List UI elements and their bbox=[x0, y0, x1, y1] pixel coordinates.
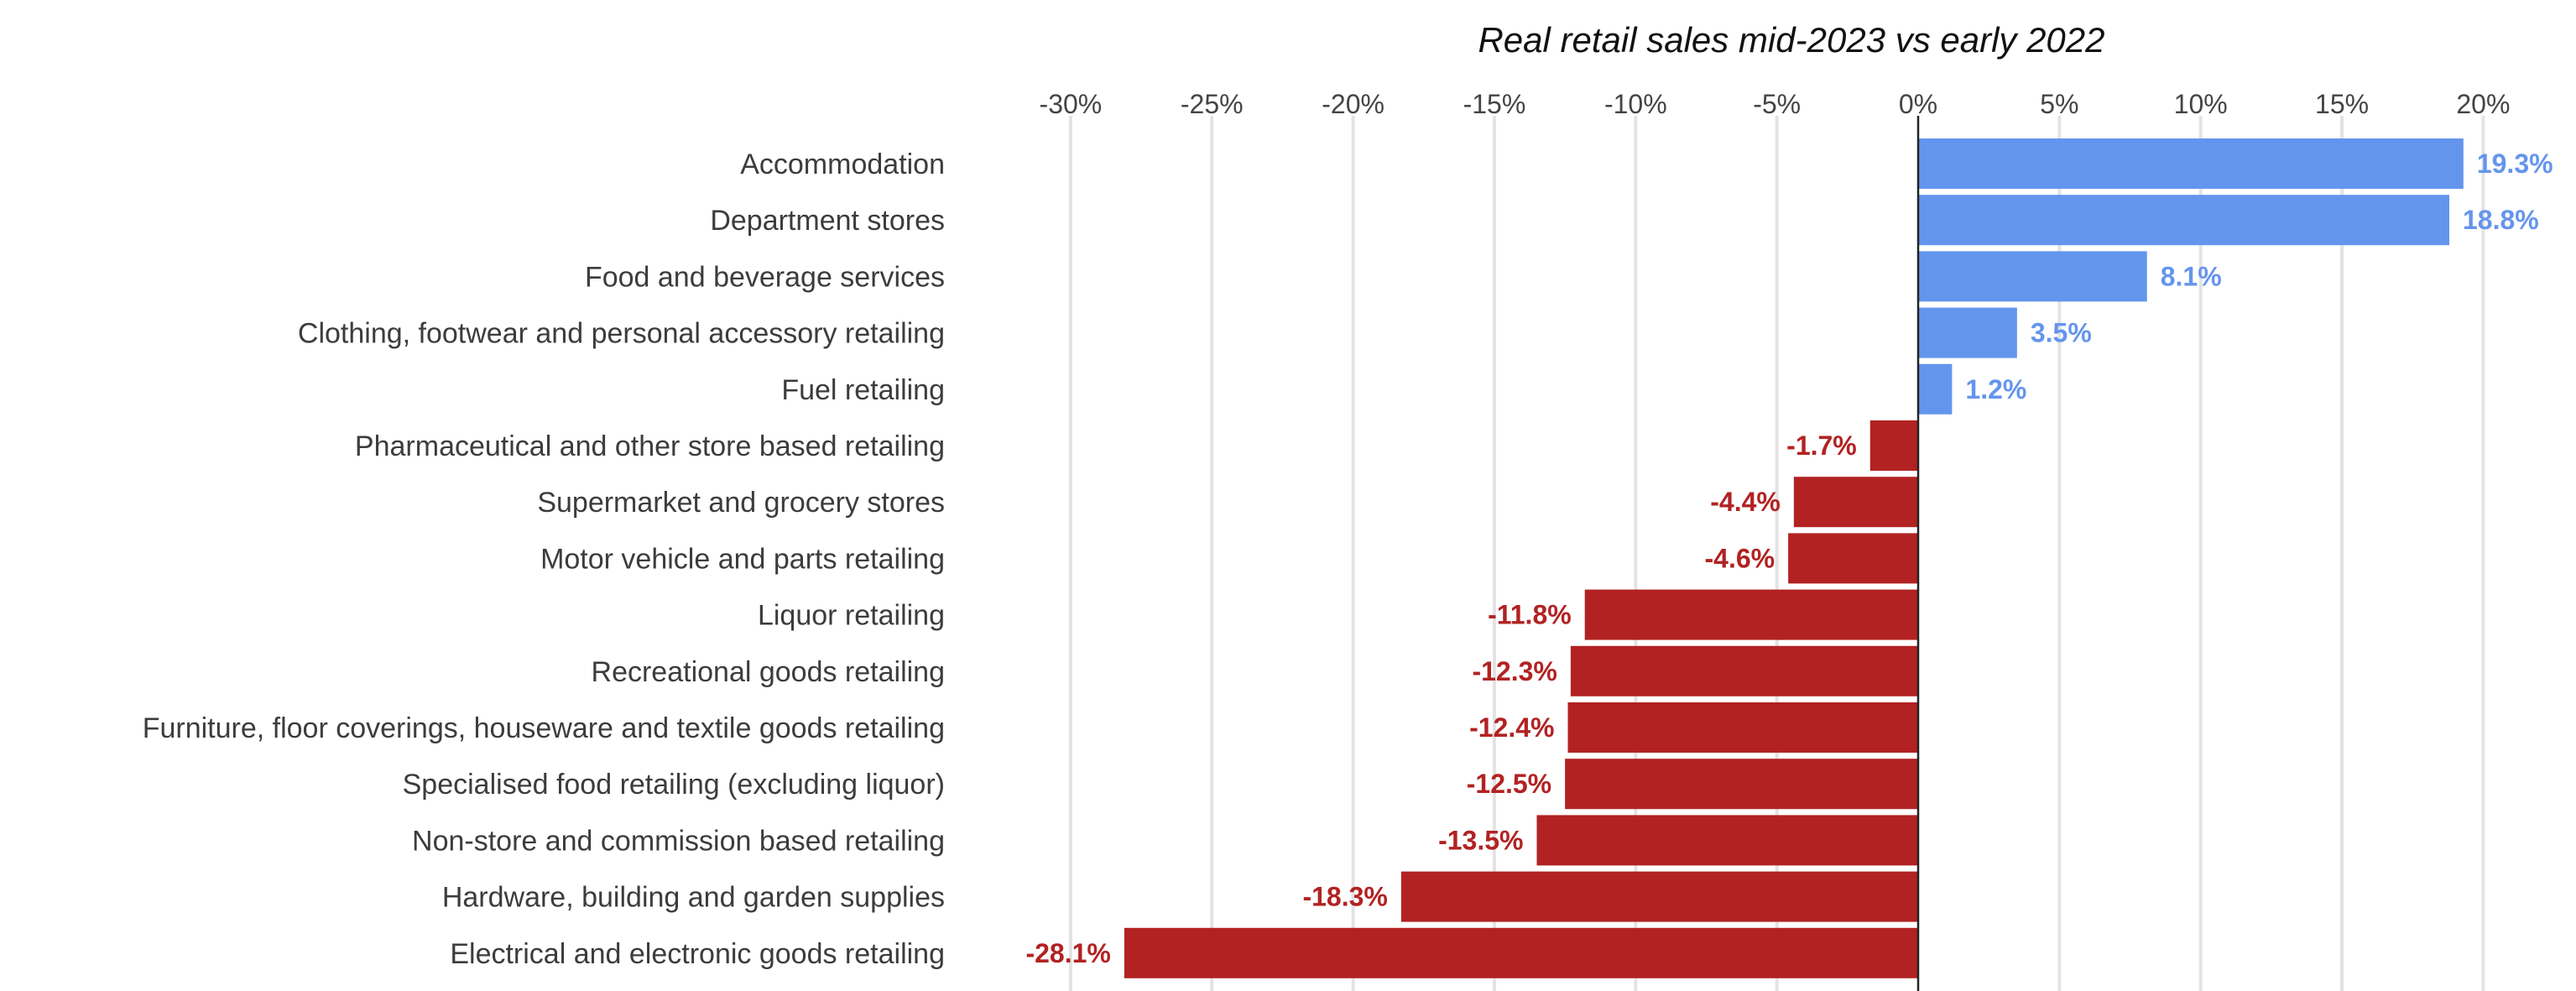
data-label: -12.3% bbox=[1472, 656, 1557, 686]
bar bbox=[1570, 645, 1918, 696]
data-label: -4.6% bbox=[1705, 543, 1776, 573]
y-category-label: Specialised food retailing (excluding li… bbox=[403, 769, 945, 801]
data-label: 8.1% bbox=[2161, 261, 2222, 291]
bar bbox=[1400, 871, 1918, 922]
bar bbox=[1788, 533, 1918, 584]
y-category-label: Motor vehicle and parts retailing bbox=[540, 543, 945, 575]
data-label: -18.3% bbox=[1302, 882, 1387, 912]
x-tick-label: 10% bbox=[2174, 89, 2228, 119]
chart-title: Real retail sales mid-2023 vs early 2022 bbox=[1478, 20, 2104, 60]
bar bbox=[1567, 702, 1918, 753]
y-category-label: Fuel retailing bbox=[781, 374, 945, 406]
y-category-label: Accommodation bbox=[740, 149, 945, 180]
y-category-label: Furniture, floor coverings, houseware an… bbox=[143, 712, 945, 744]
data-label: 3.5% bbox=[2031, 318, 2092, 348]
y-category-label: Food and beverage services bbox=[585, 261, 945, 293]
y-category-label: Clothing, footwear and personal accessor… bbox=[298, 318, 945, 350]
data-label: -1.7% bbox=[1786, 430, 1857, 461]
bar bbox=[1918, 195, 2449, 246]
bar bbox=[1536, 815, 1918, 866]
x-tick-label: 15% bbox=[2315, 89, 2369, 119]
data-label: 18.8% bbox=[2463, 205, 2539, 235]
bar bbox=[1918, 307, 2017, 358]
data-label: -11.8% bbox=[1488, 600, 1572, 630]
y-category-label: Department stores bbox=[710, 205, 945, 237]
bars bbox=[1124, 138, 2464, 978]
bar bbox=[1918, 251, 2147, 302]
x-tick-label: 5% bbox=[2040, 89, 2078, 119]
y-category-label: Liquor retailing bbox=[758, 600, 945, 632]
bar bbox=[1584, 589, 1918, 640]
x-tick-label: -10% bbox=[1604, 89, 1667, 119]
data-label: -12.5% bbox=[1467, 769, 1551, 799]
y-category-label: Supermarket and grocery stores bbox=[537, 487, 945, 519]
y-category-label: Electrical and electronic goods retailin… bbox=[450, 938, 945, 970]
y-category-label: Pharmaceutical and other store based ret… bbox=[355, 430, 945, 462]
x-tick-label: 0% bbox=[1899, 89, 1937, 119]
bar bbox=[1793, 477, 1918, 528]
y-category-label: Non-store and commission based retailing bbox=[412, 825, 945, 857]
x-tick-label: -15% bbox=[1463, 89, 1526, 119]
bar bbox=[1124, 927, 1918, 978]
bar bbox=[1869, 420, 1918, 471]
data-label: -12.4% bbox=[1469, 712, 1554, 743]
data-label: -4.4% bbox=[1710, 487, 1781, 517]
data-label: 1.2% bbox=[1965, 374, 2026, 404]
bar bbox=[1918, 138, 2464, 189]
data-label: -13.5% bbox=[1438, 825, 1523, 855]
x-tick-label: -25% bbox=[1181, 89, 1244, 119]
x-tick-label: -20% bbox=[1322, 89, 1384, 119]
x-tick-label: -5% bbox=[1753, 89, 1801, 119]
labels: -30% -25% -20% -15% -10% -5% 0% 5% 10% 15% 20% Acco… bbox=[143, 89, 2553, 970]
data-label: 19.3% bbox=[2477, 149, 2553, 179]
y-category-label: Recreational goods retailing bbox=[592, 656, 945, 688]
x-tick-label: -30% bbox=[1040, 89, 1103, 119]
y-category-label: Hardware, building and garden supplies bbox=[442, 882, 945, 914]
x-tick-label: 20% bbox=[2456, 89, 2510, 119]
bar bbox=[1565, 759, 1918, 810]
data-label: -28.1% bbox=[1025, 938, 1110, 968]
bar bbox=[1918, 363, 1953, 415]
